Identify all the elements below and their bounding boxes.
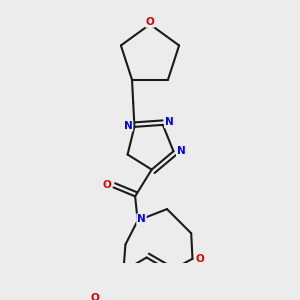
Text: N: N <box>165 117 174 127</box>
Text: N: N <box>124 121 132 130</box>
Text: N: N <box>137 214 146 224</box>
Text: O: O <box>146 17 154 27</box>
Text: O: O <box>103 180 112 190</box>
Text: O: O <box>196 254 205 264</box>
Text: O: O <box>91 293 100 300</box>
Text: N: N <box>177 146 185 156</box>
